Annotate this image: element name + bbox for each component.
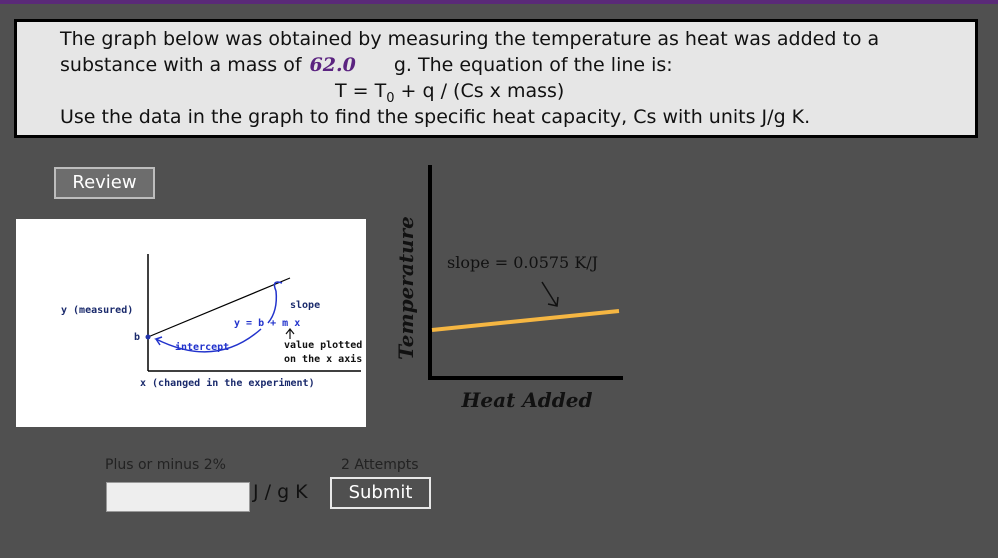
answer-input[interactable] [106,482,250,512]
slope-label: slope = 0.0575 K/J [447,253,598,272]
problem-text: Use the data in the graph to find the sp… [60,106,811,128]
x-axis-label: Heat Added [461,388,593,412]
text: substance with a mass of [60,54,302,76]
y-axis-label: Temperature [394,216,418,360]
text: g. The equation of the line is: [393,54,673,76]
problem-text: The graph below was obtained by measurin… [60,28,880,50]
tolerance-text: Plus or minus 2% [105,457,226,473]
arrow [285,328,295,339]
line [147,277,291,338]
text: T = T [335,80,387,102]
arrow [154,328,262,353]
diagram: y (measured) b slope y = b + m x interce… [16,219,366,427]
label: y = b + m x [234,318,300,329]
equation: T = T0 + q / (Cs x mass) [335,80,564,106]
top-bar [0,0,998,4]
graph: slope = 0.0575 K/J Temperature Heat Adde… [394,165,623,412]
review-button[interactable]: Review [54,167,155,199]
point [145,334,151,340]
mass-value: 62.0 [309,54,356,76]
arrow [541,281,559,307]
arrow [267,281,283,324]
label: value plotted [284,340,362,351]
units-label: J / g K [253,481,308,503]
problem-box: The graph below was obtained by measurin… [14,19,978,138]
attempts-text: 2 Attempts [341,457,419,473]
label: slope [290,300,320,311]
label: y (measured) [61,305,133,316]
label: x (changed in the experiment) [140,377,315,389]
label: b [134,332,140,343]
subscript: 0 [386,90,395,106]
label: on the x axis [284,353,362,365]
problem-text: substance with a mass of 62.0 g. The equat… [60,54,673,76]
graph-line [431,309,620,332]
text: + q / (Cs x mass) [400,80,565,102]
submit-button[interactable]: Submit [330,477,431,509]
